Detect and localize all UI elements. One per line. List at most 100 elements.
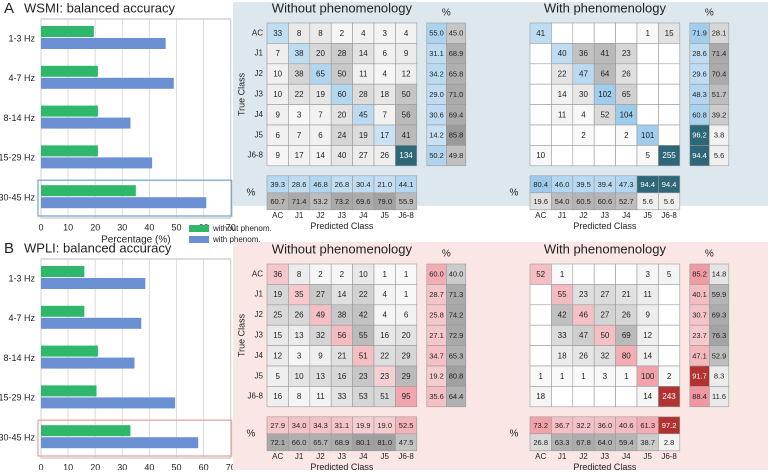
matrix-cell-value: 7 [382,110,387,119]
col-percent-header: % [247,428,256,439]
row-percent-value: 40.1 [692,290,707,299]
row-percent-value: 88.4 [692,392,707,401]
row-percent-value: 69.4 [449,110,464,119]
col-percent-value: 38.7 [640,438,655,447]
matrix-cell-value: 4 [382,70,387,79]
matrix-cell-value: 19 [359,131,368,140]
row-percent-value: 65.3 [449,351,464,360]
row-percent-value: 28.6 [692,49,707,58]
col-percent-value: 59.4 [619,438,634,447]
row-percent-value: 51.7 [712,90,727,99]
matrix-cell [615,263,638,285]
col-percent-value: 2.8 [664,438,674,447]
highlight-box [37,419,233,457]
matrix-cell [572,22,595,44]
col-percent-header: % [247,187,256,198]
matrix-cell-value: 1 [581,372,586,381]
row-percent-value: 34.7 [429,351,444,360]
matrix-cell [658,104,681,126]
matrix-cell-value: 26 [622,70,631,79]
matrix-cell-value: 23 [359,372,368,381]
col-label: J2 [316,211,325,220]
row-percent-value: 31.1 [429,49,444,58]
matrix-cell-value: 33 [273,29,282,38]
x-tick-label: 70 [226,222,236,232]
matrix-cell-value: 1 [538,372,543,381]
matrix-cell-value: 13 [316,372,325,381]
row-label: J1 [255,290,264,299]
col-label: AC [272,211,283,220]
row-percent-value: 85.8 [449,131,464,140]
matrix-cell-value: 26 [579,351,588,360]
legend-label-without: without phenom. [212,224,272,233]
matrix-cell [658,284,681,306]
matrix-cell-value: 9 [275,151,280,160]
x-axis-label: Percentage (%) [101,235,170,246]
col-percent-value: 47.5 [399,438,414,447]
matrix-cell-value: 104 [620,110,634,119]
row-percent-cell [708,145,730,167]
matrix-cell-value: 4 [404,29,409,38]
matrix-cell-value: 20 [402,331,411,340]
matrix-cell [551,22,574,44]
col-percent-value: 71.4 [292,197,307,206]
matrix-cell-value: 16 [273,392,282,401]
row-percent-value: 29.6 [692,69,707,78]
matrix-cell-value: 11 [359,70,368,79]
col-percent-value: 19.9 [356,421,371,430]
matrix-cell-value: 11 [558,110,567,119]
row-label: J5 [255,371,264,380]
bar-with-phenomenology [41,197,207,209]
row-percent-value: 91.7 [692,372,707,381]
matrix-cell-value: 7 [318,110,323,119]
col-percent-header: % [510,187,519,198]
matrix-cell [529,124,552,146]
matrix-cell-value: 1 [404,270,409,279]
matrix-cell [615,22,638,44]
matrix-cell-value: 2 [667,372,672,381]
matrix-cell-value: 6 [404,311,409,320]
bar-chart-title: WPLI: balanced accuracy [24,240,172,255]
matrix-title: With phenomenology [544,0,667,15]
row-percent-value: 45.0 [449,29,464,38]
matrix-cell-value: 51 [359,351,368,360]
matrix-cell-value: 100 [641,372,655,381]
legend-swatch-without [189,225,209,232]
panel-label: B [4,240,14,257]
row-label: AC [252,28,263,37]
row-percent-value: 50.2 [429,151,444,160]
matrix-cell-value: 22 [295,90,304,99]
row-percent-value: 96.2 [692,131,707,140]
col-label: J6-8 [661,211,677,220]
y-tick-label: 4-7 Hz [8,73,35,83]
matrix-cell-value: 10 [359,270,368,279]
col-percent-value: 97.2 [662,421,677,430]
matrix-cell-value: 9 [318,351,323,360]
col-percent-value: 80.4 [533,180,548,189]
col-percent-value: 73.2 [335,197,350,206]
matrix-cell [529,63,552,85]
row-percent-value: 35.6 [429,392,444,401]
x-tick-label: 30 [117,462,127,470]
bar-with-phenomenology [41,437,199,449]
col-percent-value: 19.6 [533,197,548,206]
matrix-cell-value: 2 [624,131,629,140]
bar-chart: 0 10 20 30 40 50 60 70 1-3 Hz 4-7 Hz 8-14 Hz 15-29 … [0,258,236,475]
bar-without-phenomenology [41,26,94,37]
row-label: J2 [255,310,264,319]
matrix-cell-value: 7 [275,49,280,58]
col-percent-cell [658,433,681,452]
col-percent-value: 46.0 [555,180,570,189]
col-label: J6-8 [398,452,414,461]
col-label: J4 [622,211,631,220]
col-label: AC [272,452,283,461]
matrix-cell-value: 3 [603,372,608,381]
row-percent-value: 47.1 [692,351,707,360]
matrix-cell [658,43,681,65]
matrix-cell-value: 12 [273,351,282,360]
row-percent-value: 3.8 [714,131,724,140]
col-percent-value: 54.0 [555,197,570,206]
col-label: J5 [380,211,389,220]
matrix-cell-value: 65 [316,70,325,79]
matrix-cell-value: 27 [316,290,325,299]
